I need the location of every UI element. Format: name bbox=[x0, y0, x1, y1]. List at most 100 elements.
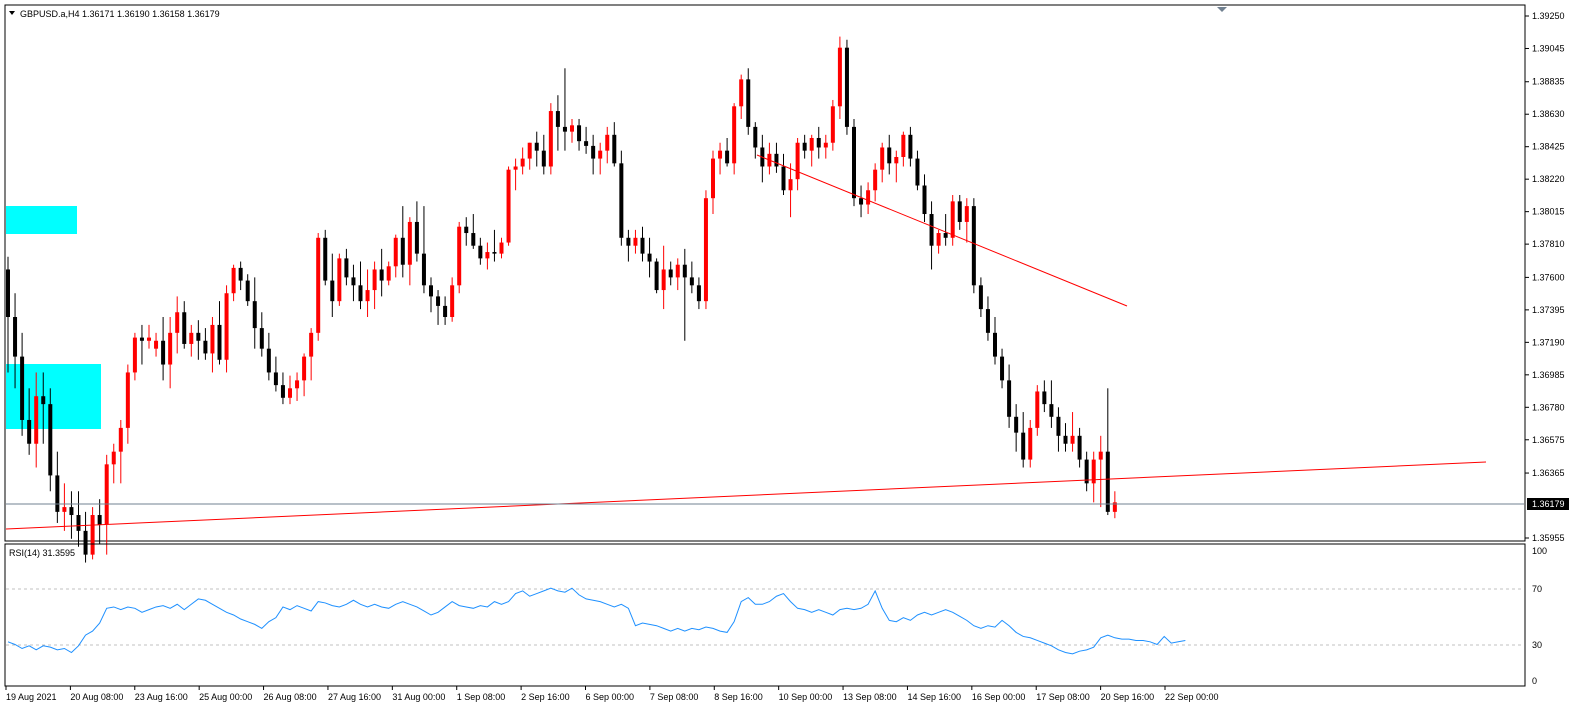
candle-body bbox=[217, 324, 222, 360]
candle-body bbox=[429, 285, 433, 297]
candle bbox=[1091, 451, 1096, 503]
candle bbox=[950, 195, 955, 246]
candle-body bbox=[125, 372, 130, 428]
x-tick-label: 6 Sep 00:00 bbox=[586, 692, 635, 702]
candle-body bbox=[541, 150, 546, 167]
x-tick-label: 23 Aug 16:00 bbox=[135, 692, 188, 702]
candle-body bbox=[97, 515, 102, 525]
candle-body bbox=[647, 253, 652, 262]
candle bbox=[922, 174, 927, 222]
candle-body bbox=[795, 142, 800, 180]
candle-body bbox=[901, 134, 906, 157]
current-price-label: 1.36179 bbox=[1532, 499, 1565, 509]
candle bbox=[1035, 385, 1040, 436]
candle-body bbox=[147, 337, 151, 341]
candle bbox=[562, 68, 567, 151]
candle bbox=[555, 95, 560, 151]
candle bbox=[196, 320, 201, 360]
candle-body bbox=[196, 332, 201, 341]
candle-body bbox=[852, 126, 856, 199]
candle bbox=[210, 317, 215, 373]
candle bbox=[1028, 419, 1033, 468]
y-tick-label: 1.39045 bbox=[1532, 43, 1565, 53]
candle-body bbox=[111, 451, 116, 465]
candle bbox=[866, 182, 871, 215]
candle-body bbox=[344, 258, 349, 278]
candle bbox=[97, 499, 102, 544]
y-tick-label: 1.37810 bbox=[1532, 239, 1565, 249]
candle-body bbox=[894, 156, 899, 164]
candle-body bbox=[154, 340, 159, 349]
candle bbox=[168, 317, 173, 389]
candle bbox=[619, 150, 624, 246]
candle bbox=[689, 261, 694, 294]
candle-body bbox=[132, 337, 137, 373]
chart-shift-marker-icon[interactable] bbox=[1217, 7, 1227, 12]
candle-body bbox=[908, 134, 913, 159]
candle bbox=[450, 277, 455, 322]
candle bbox=[626, 229, 631, 262]
candle bbox=[344, 248, 349, 286]
candle-body bbox=[626, 237, 631, 246]
candle bbox=[802, 134, 807, 159]
candle-body bbox=[55, 475, 60, 512]
rsi-level-30-label: 30 bbox=[1532, 640, 1542, 650]
chart-header: GBPUSD.a,H4 1.36171 1.36190 1.36158 1.36… bbox=[9, 9, 220, 19]
candle bbox=[337, 253, 342, 306]
candle bbox=[231, 264, 236, 302]
candle bbox=[640, 226, 645, 262]
y-tick-label: 1.38630 bbox=[1532, 109, 1565, 119]
candle bbox=[6, 256, 10, 373]
dropdown-arrow-icon[interactable] bbox=[9, 11, 15, 15]
candle-body bbox=[372, 269, 377, 291]
candle bbox=[203, 328, 208, 360]
candle bbox=[351, 264, 356, 302]
x-tick-label: 16 Sep 00:00 bbox=[972, 692, 1026, 702]
candle bbox=[34, 372, 39, 468]
candle bbox=[985, 296, 990, 341]
ascending-support-trendline[interactable] bbox=[5, 461, 1487, 530]
candle bbox=[407, 217, 412, 286]
candle bbox=[1007, 364, 1012, 428]
candle bbox=[302, 353, 307, 397]
price-axis: 1.39250 1.39045 1.38835 1.38630 1.38425 1.382… bbox=[1525, 11, 1569, 543]
candle bbox=[844, 39, 849, 135]
candle bbox=[584, 126, 589, 154]
candle bbox=[1084, 451, 1089, 492]
candle-body bbox=[83, 530, 88, 555]
candle-body bbox=[809, 137, 814, 151]
candle bbox=[139, 324, 144, 365]
candle-body bbox=[957, 201, 962, 222]
candle bbox=[295, 372, 300, 401]
candle-body bbox=[802, 142, 807, 151]
trendlines[interactable] bbox=[5, 154, 1487, 530]
candle bbox=[1077, 427, 1082, 468]
candle-body bbox=[993, 332, 997, 357]
main-price-panel[interactable] bbox=[4, 4, 1526, 542]
candle bbox=[429, 277, 433, 313]
candle-body bbox=[309, 332, 314, 357]
candle bbox=[506, 166, 511, 246]
candle-body bbox=[513, 166, 518, 170]
candle bbox=[852, 118, 856, 207]
x-tick-label: 7 Sep 08:00 bbox=[650, 692, 699, 702]
candle bbox=[492, 229, 497, 262]
candle bbox=[393, 234, 398, 278]
candle-body bbox=[48, 404, 53, 476]
candle-body bbox=[90, 515, 95, 555]
rsi-panel[interactable]: RSI(14) 31.3595 100 70 30 0 bbox=[4, 543, 1547, 687]
y-tick-label: 1.36575 bbox=[1532, 435, 1565, 445]
candle-body bbox=[379, 269, 384, 281]
candle bbox=[718, 142, 723, 175]
candlestick-series bbox=[6, 36, 1117, 563]
candle-body bbox=[330, 280, 335, 302]
demand-zone-upper[interactable] bbox=[6, 206, 77, 234]
rsi-level-0-label: 0 bbox=[1532, 676, 1537, 686]
candle bbox=[605, 126, 610, 164]
candle-body bbox=[718, 150, 723, 159]
candle-body bbox=[915, 158, 920, 186]
descending-trendline[interactable] bbox=[756, 154, 1128, 307]
candle bbox=[245, 274, 250, 306]
candle bbox=[971, 198, 976, 294]
candle-body bbox=[936, 233, 941, 246]
